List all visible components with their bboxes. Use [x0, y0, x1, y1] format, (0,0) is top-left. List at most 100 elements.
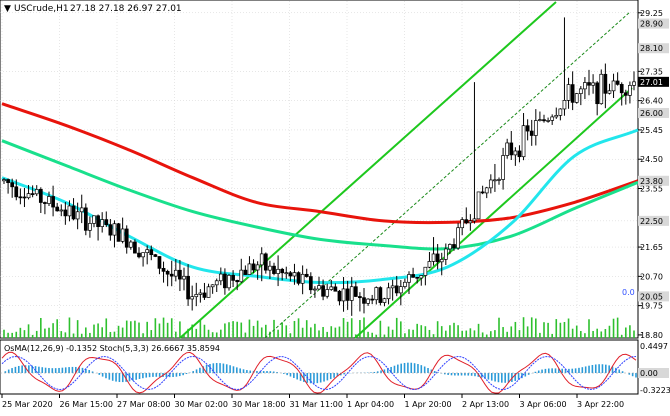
candle-body — [273, 266, 276, 273]
volume-bar — [347, 322, 349, 338]
volume-bar — [457, 325, 459, 338]
osma-bar — [55, 368, 57, 373]
candle-body — [195, 294, 198, 296]
volume-bar — [85, 327, 87, 338]
price-level-label: 22.50 — [640, 217, 663, 226]
volume-bar — [441, 326, 443, 338]
candle-body — [117, 224, 120, 242]
price-tick-label: 21.65 — [640, 243, 663, 252]
candle-body — [240, 270, 243, 282]
osma-bar — [535, 372, 537, 373]
candle-body — [432, 254, 435, 262]
osma-bar — [451, 373, 453, 375]
volume-bar — [335, 328, 337, 338]
chart-header: ▼ USCrude,H1 27.18 27.18 26.97 27.01 — [4, 4, 182, 14]
candle-body — [7, 180, 10, 183]
volume-bar — [224, 323, 226, 338]
candle-body — [538, 120, 541, 121]
candle-body — [424, 267, 427, 275]
candle-body — [109, 225, 112, 235]
price-tick-label: 23.55 — [640, 184, 663, 193]
candle-body — [457, 228, 460, 248]
volume-bar — [580, 331, 582, 338]
osma-bar — [199, 368, 201, 373]
volume-bar — [371, 333, 373, 338]
volume-bar — [515, 322, 517, 338]
candle-body — [48, 196, 51, 203]
volume-bar — [502, 327, 504, 338]
osma-bar — [538, 371, 540, 373]
osma-bar — [397, 365, 399, 373]
candle-body — [514, 151, 517, 155]
candle-body — [633, 82, 636, 86]
volume-bar — [486, 335, 488, 338]
osma-bar — [548, 369, 550, 373]
volume-bar — [494, 330, 496, 338]
candle-body — [371, 299, 374, 300]
candle-body — [559, 109, 562, 115]
candle-body — [170, 274, 173, 276]
volume-bar — [584, 333, 586, 338]
candle-body — [166, 271, 169, 274]
indicator-tick-label: 0.00 — [640, 369, 658, 378]
osma-bar — [551, 368, 553, 373]
candle-body — [178, 270, 181, 279]
osma-bar — [461, 373, 463, 375]
candle-body — [228, 275, 231, 287]
price-level-label: 23.80 — [640, 177, 663, 186]
candle-body — [596, 83, 599, 104]
osma-bar — [246, 370, 248, 373]
candle-body — [142, 253, 145, 257]
candle-body — [203, 293, 206, 297]
candle-body — [440, 259, 443, 261]
volume-bar — [285, 325, 287, 338]
candle-body — [330, 287, 333, 290]
volume-bar — [216, 332, 218, 338]
candle-body — [326, 290, 329, 297]
volume-bar — [302, 328, 304, 338]
osma-bar — [112, 373, 114, 381]
volume-bar — [461, 331, 463, 338]
osma-bar — [407, 363, 409, 373]
price-level-label: 28.10 — [640, 44, 663, 53]
osma-bar — [494, 373, 496, 381]
candle-body — [600, 74, 603, 103]
osma-bar — [330, 373, 332, 379]
osma-bar — [233, 366, 235, 373]
volume-bar — [326, 332, 328, 338]
price-tick-label: 19.75 — [640, 302, 663, 311]
candle-body — [395, 286, 398, 293]
candle-body — [367, 299, 370, 303]
volume-bar — [531, 317, 533, 338]
volume-bar — [167, 323, 169, 338]
time-tick-label: 26 Mar 15:00 — [60, 400, 113, 409]
volume-bar — [609, 326, 611, 338]
volume-bar — [539, 333, 541, 338]
osma-bar — [327, 373, 329, 380]
osma-bar — [115, 373, 117, 382]
candle-body — [301, 274, 304, 283]
volume-bar — [519, 330, 521, 338]
candle-body — [60, 210, 63, 211]
osma-bar — [555, 368, 557, 373]
candle-body — [448, 244, 451, 248]
volume-bar — [576, 326, 578, 338]
candle-body — [628, 85, 631, 95]
osma-bar — [243, 369, 245, 373]
candle-body — [256, 265, 259, 270]
volume-bar — [474, 330, 476, 338]
price-level-label: 20.05 — [640, 292, 663, 301]
candle-body — [551, 117, 554, 120]
volume-bar — [273, 320, 275, 338]
candle-body — [27, 194, 30, 198]
candle-body — [354, 287, 357, 297]
osma-bar — [159, 373, 161, 377]
volume-bar — [617, 318, 619, 338]
candle-body — [23, 197, 26, 198]
volume-bar — [28, 324, 30, 338]
osma-bar — [249, 371, 251, 373]
osma-bar — [333, 373, 335, 378]
price-tick-label: 24.50 — [640, 155, 663, 164]
